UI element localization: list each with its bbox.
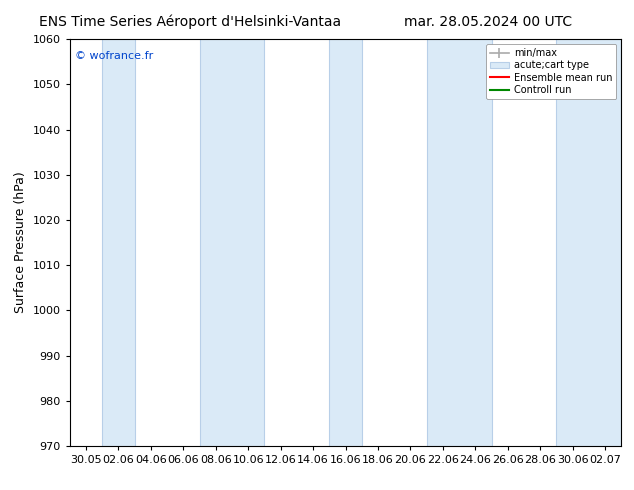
Text: © wofrance.fr: © wofrance.fr [75,51,153,61]
Bar [557,39,621,446]
Bar [427,39,491,446]
Y-axis label: Surface Pressure (hPa): Surface Pressure (hPa) [14,172,27,314]
Legend: min/max, acute;cart type, Ensemble mean run, Controll run: min/max, acute;cart type, Ensemble mean … [486,44,616,99]
Bar [200,39,264,446]
Text: ENS Time Series Aéroport d'Helsinki-Vantaa: ENS Time Series Aéroport d'Helsinki-Vant… [39,15,341,29]
Bar [329,39,362,446]
Bar [102,39,134,446]
Text: mar. 28.05.2024 00 UTC: mar. 28.05.2024 00 UTC [404,15,573,29]
